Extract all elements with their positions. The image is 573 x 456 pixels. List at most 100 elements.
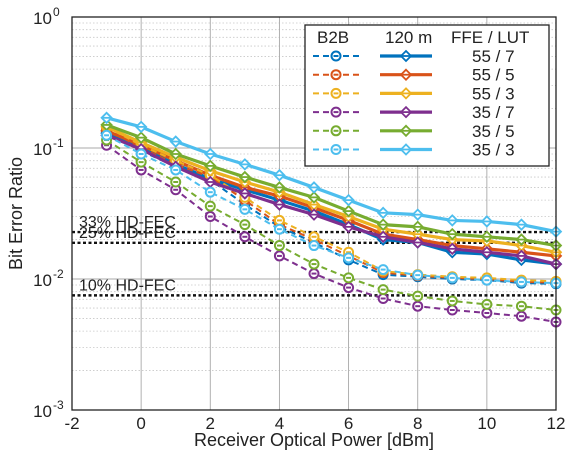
fiber-marker [273, 168, 286, 182]
y-tick-base: 10 [33, 402, 52, 421]
legend-series-label: 55 / 5 [472, 66, 515, 85]
b2b-marker [135, 148, 147, 160]
fiber-marker [238, 187, 252, 200]
fiber-marker [399, 124, 413, 138]
b2b-marker [273, 250, 285, 262]
hd-fec-label: 33% HD-FEC [79, 214, 176, 231]
legend: B2B 120 m FFE / LUT 55 / 755 / 555 / 335… [304, 24, 550, 167]
fiber-marker [307, 181, 321, 194]
hd-fec-label: 25% HD-FEC [79, 225, 176, 242]
b2b-marker [239, 231, 251, 243]
b2b-marker [515, 276, 527, 288]
b2b-marker [412, 269, 424, 281]
b2b-marker [204, 200, 216, 212]
b2b-line [106, 134, 557, 285]
b2b-marker [330, 125, 342, 137]
x-tick-label: 8 [413, 414, 422, 433]
b2b-marker [343, 272, 355, 284]
fiber-marker [376, 230, 390, 244]
legend-row: 35 / 7 [313, 103, 515, 122]
b2b-marker [101, 129, 113, 141]
fiber-marker [376, 206, 390, 220]
b2b-marker [308, 268, 320, 280]
fiber-marker [273, 181, 286, 194]
fiber-marker [342, 204, 355, 218]
legend-series-label: 55 / 7 [472, 47, 515, 66]
b2b-marker [515, 300, 527, 312]
b2b-marker [330, 50, 342, 62]
x-axis-label: Receiver Optical Power [dBm] [194, 430, 434, 450]
fiber-marker [515, 249, 528, 263]
y-tick-exponent: -2 [53, 267, 64, 281]
fiber-marker [307, 191, 321, 204]
fiber-marker [204, 175, 217, 189]
y-axis-label: Bit Error Ratio [6, 157, 26, 270]
b2b-marker [308, 240, 320, 252]
x-tick-label: 2 [206, 414, 215, 433]
fiber-marker [446, 242, 459, 256]
fiber-marker [238, 158, 252, 171]
fiber-marker [411, 220, 424, 234]
b2b-marker [330, 106, 342, 118]
b2b-marker [515, 310, 527, 322]
b2b-marker [308, 231, 320, 243]
legend-row: 35 / 5 [313, 122, 515, 141]
fiber-marker [411, 208, 424, 221]
fiber-marker [169, 147, 182, 161]
legend-row: 55 / 3 [313, 84, 515, 103]
fiber-marker [307, 208, 321, 221]
x-tick-label: 0 [136, 414, 145, 433]
legend-series-label: 35 / 3 [472, 141, 515, 160]
y-tick-label: 10 -1 [33, 136, 64, 159]
b2b-marker [273, 240, 285, 252]
b2b-marker [412, 300, 424, 312]
b2b-marker [204, 210, 216, 222]
legend-row: 35 / 3 [313, 141, 515, 160]
b2b-marker [330, 144, 342, 155]
fiber-marker [399, 49, 413, 63]
fiber-marker [399, 68, 413, 81]
y-tick-label: 10 -2 [33, 267, 64, 290]
fiber-marker [273, 198, 286, 211]
b2b-marker [481, 298, 493, 310]
fiber-marker [342, 220, 355, 234]
fiber-marker [515, 218, 528, 231]
fiber-marker [446, 227, 459, 241]
plot-frame [71, 16, 557, 411]
y-tick-label: 10 -3 [33, 398, 64, 421]
fiber-marker [411, 236, 424, 249]
b2b-line [105, 144, 557, 323]
fiber-marker [169, 135, 182, 148]
x-tick-label: -2 [64, 414, 79, 433]
b2b-marker [330, 69, 342, 81]
legend-header-fiber: 120 m [385, 28, 432, 47]
legend-row: 55 / 5 [313, 66, 515, 85]
b2b-marker [446, 295, 458, 307]
b2b-marker [239, 219, 251, 231]
b2b-marker [446, 304, 458, 316]
y-tick-exponent: -1 [53, 136, 64, 150]
fiber-marker [204, 159, 217, 173]
b2b-marker [330, 87, 342, 99]
series-layer [100, 111, 563, 328]
fiber-marker [100, 111, 113, 125]
b2b-marker [412, 290, 424, 302]
fiber-marker [446, 214, 459, 227]
fiber-marker [480, 230, 494, 244]
b2b-marker [343, 252, 355, 264]
fiber-marker [399, 143, 413, 156]
series-357 [100, 129, 563, 328]
fiber-marker [399, 87, 413, 100]
fiber-marker [515, 233, 528, 246]
fiber-marker [342, 193, 355, 207]
fiber-marker [376, 218, 390, 231]
b2b-line [106, 139, 557, 311]
b2b-marker [446, 272, 458, 284]
b2b-line [106, 125, 557, 283]
y-tick-exponent: 0 [53, 5, 60, 19]
y-tick-base: 10 [33, 271, 52, 290]
legend-rows: 55 / 755 / 555 / 335 / 735 / 535 / 3 [313, 47, 515, 160]
hd-fec-label: 10% HD-FEC [79, 277, 176, 294]
b2b-marker [204, 186, 216, 198]
